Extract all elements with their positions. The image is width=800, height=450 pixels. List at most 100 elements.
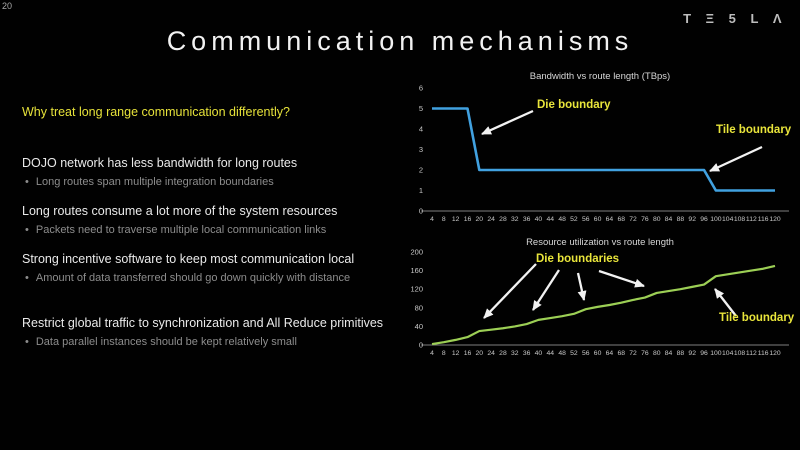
tile-boundary-arrow — [709, 145, 763, 173]
svg-text:72: 72 — [629, 216, 637, 223]
bullet-text: Packets need to traverse multiple local … — [35, 224, 327, 236]
svg-text:68: 68 — [617, 350, 625, 357]
resource-utilization-line — [431, 264, 776, 346]
svg-text:68: 68 — [617, 216, 625, 223]
point-bullet: • Long routes span multiple integration b… — [25, 175, 442, 189]
svg-text:32: 32 — [511, 350, 519, 357]
point-group: Long routes consume a lot more of the sy… — [22, 203, 442, 237]
question-heading: Why treat long range communication diffe… — [22, 105, 290, 119]
svg-text:200: 200 — [410, 248, 423, 257]
svg-text:8: 8 — [442, 350, 446, 357]
svg-text:112: 112 — [746, 350, 757, 357]
svg-text:64: 64 — [606, 350, 614, 357]
svg-text:2: 2 — [419, 166, 423, 175]
svg-text:36: 36 — [523, 350, 531, 357]
bullet-text: Data parallel instances should be kept r… — [35, 336, 297, 348]
bullet-text: Amount of data transferred should go dow… — [35, 272, 351, 284]
utilization-chart-plot: 4 8 12 16 20 24 28 32 36 40 44 48 52 56 60 64 68 72 76 80 84… — [410, 248, 789, 357]
svg-text:88: 88 — [677, 350, 685, 357]
bandwidth-chart-title: Bandwidth vs route length (TBps) — [529, 71, 671, 82]
die-boundaries-arrow — [532, 269, 560, 311]
svg-text:36: 36 — [523, 216, 531, 223]
svg-text:120: 120 — [769, 216, 781, 223]
die-boundaries-arrow — [576, 272, 587, 301]
svg-text:0: 0 — [419, 341, 423, 350]
page-title: Communication mechanisms — [166, 26, 634, 56]
svg-text:96: 96 — [700, 350, 708, 357]
svg-text:120: 120 — [410, 285, 423, 294]
bullet-icon: • — [25, 224, 29, 236]
svg-text:116: 116 — [758, 216, 769, 223]
svg-text:116: 116 — [758, 350, 769, 357]
svg-text:76: 76 — [641, 350, 649, 357]
svg-text:52: 52 — [570, 350, 578, 357]
svg-text:108: 108 — [734, 350, 746, 357]
bullet-icon: • — [25, 336, 29, 348]
svg-text:160: 160 — [410, 266, 423, 275]
svg-text:64: 64 — [606, 216, 614, 223]
svg-text:52: 52 — [570, 216, 578, 223]
svg-text:8: 8 — [442, 216, 446, 223]
svg-text:4: 4 — [430, 350, 434, 357]
svg-text:4: 4 — [419, 125, 423, 134]
svg-text:16: 16 — [464, 350, 472, 357]
bullet-icon: • — [25, 176, 29, 188]
svg-text:84: 84 — [665, 216, 673, 223]
point-heading: Restrict global traffic to synchronizati… — [22, 316, 384, 330]
svg-text:56: 56 — [582, 350, 590, 357]
die-boundaries-arrow — [598, 269, 645, 288]
svg-text:1: 1 — [419, 186, 423, 195]
svg-text:32: 32 — [511, 216, 519, 223]
svg-text:60: 60 — [594, 350, 602, 357]
bullet-icon: • — [25, 272, 29, 284]
svg-text:100: 100 — [710, 216, 722, 223]
svg-text:40: 40 — [535, 350, 543, 357]
svg-text:6: 6 — [419, 84, 423, 93]
svg-text:80: 80 — [653, 350, 661, 357]
svg-text:40: 40 — [535, 216, 543, 223]
bandwidth-chart-plot: 4 8 12 16 20 24 28 32 36 40 44 48 52 56 60 64 68 72 76 80 84… — [419, 84, 789, 223]
svg-text:20: 20 — [476, 350, 484, 357]
svg-text:12: 12 — [452, 216, 460, 223]
tile-boundary-label: Tile boundary — [716, 124, 792, 136]
svg-text:92: 92 — [688, 350, 696, 357]
svg-text:112: 112 — [746, 216, 757, 223]
point-group: Restrict global traffic to synchronizati… — [22, 315, 442, 349]
svg-text:108: 108 — [734, 216, 746, 223]
point-group: DOJO network has less bandwidth for long… — [22, 155, 442, 189]
svg-text:96: 96 — [700, 216, 708, 223]
point-bullet: • Data parallel instances should be kept … — [25, 335, 442, 349]
svg-text:5: 5 — [419, 104, 423, 113]
svg-text:20: 20 — [476, 216, 484, 223]
svg-text:88: 88 — [677, 216, 685, 223]
svg-text:44: 44 — [546, 350, 554, 357]
svg-text:28: 28 — [499, 216, 507, 223]
die-boundaries-label: Die boundaries — [536, 253, 620, 265]
tile-boundary-label: Tile boundary — [719, 312, 795, 324]
svg-text:104: 104 — [722, 216, 734, 223]
svg-text:48: 48 — [558, 216, 566, 223]
point-bullet: • Amount of data transferred should go do… — [25, 271, 442, 285]
svg-text:60: 60 — [594, 216, 602, 223]
point-group: Strong incentive software to keep most c… — [22, 251, 442, 285]
die-boundaries-arrow — [483, 263, 537, 319]
svg-text:80: 80 — [653, 216, 661, 223]
bandwidth-line — [432, 107, 775, 192]
svg-text:24: 24 — [487, 216, 495, 223]
svg-text:3: 3 — [419, 145, 423, 154]
die-boundary-arrow — [481, 109, 534, 136]
tile-boundary-arrow — [714, 288, 737, 317]
svg-text:92: 92 — [688, 216, 696, 223]
point-bullet: • Packets need to traverse multiple local… — [25, 223, 442, 237]
svg-text:40: 40 — [415, 322, 423, 331]
utilization-chart-title: Resource utilization vs route length — [526, 237, 674, 248]
die-boundary-label: Die boundary — [537, 99, 611, 111]
svg-text:4: 4 — [430, 216, 434, 223]
svg-text:0: 0 — [419, 207, 423, 216]
svg-text:56: 56 — [582, 216, 590, 223]
svg-text:104: 104 — [722, 350, 734, 357]
point-heading: Strong incentive software to keep most c… — [22, 252, 355, 266]
svg-text:24: 24 — [487, 350, 495, 357]
point-heading: Long routes consume a lot more of the sy… — [22, 204, 338, 218]
